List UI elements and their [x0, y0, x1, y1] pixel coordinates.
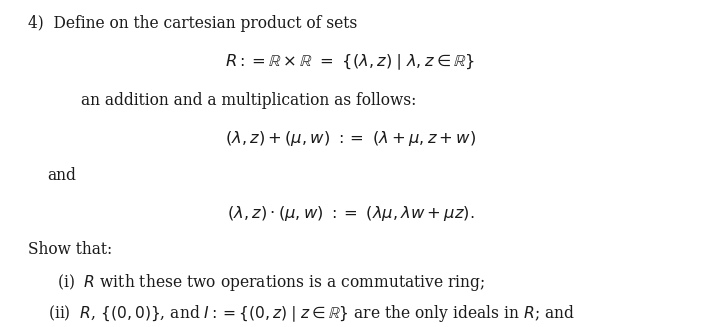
Text: and: and [48, 167, 76, 184]
Text: $R := \mathbb{R} \times \mathbb{R} \ = \ \{(\lambda, z) \mid \lambda, z \in \mat: $R := \mathbb{R} \times \mathbb{R} \ = \… [226, 52, 475, 72]
Text: (i)  $R$ with these two operations is a commutative ring;: (i) $R$ with these two operations is a c… [57, 272, 486, 293]
Text: 4)  Define on the cartesian product of sets: 4) Define on the cartesian product of se… [28, 15, 358, 32]
Text: an addition and a multiplication as follows:: an addition and a multiplication as foll… [81, 92, 416, 109]
Text: $(\lambda, z) + (\mu, w) \ := \ (\lambda + \mu, z + w)$: $(\lambda, z) + (\mu, w) \ := \ (\lambda… [225, 129, 476, 148]
Text: (ii)  $R$, $\{(0,0)\}$, and $I := \left\{ (0, z) \mid z \in \mathbb{R} \right\}$: (ii) $R$, $\{(0,0)\}$, and $I := \left\{… [48, 303, 575, 324]
Text: $(\lambda, z) \cdot (\mu, w) \ := \ (\lambda\mu, \lambda w + \mu z).$: $(\lambda, z) \cdot (\mu, w) \ := \ (\la… [226, 204, 475, 223]
Text: Show that:: Show that: [28, 241, 112, 258]
